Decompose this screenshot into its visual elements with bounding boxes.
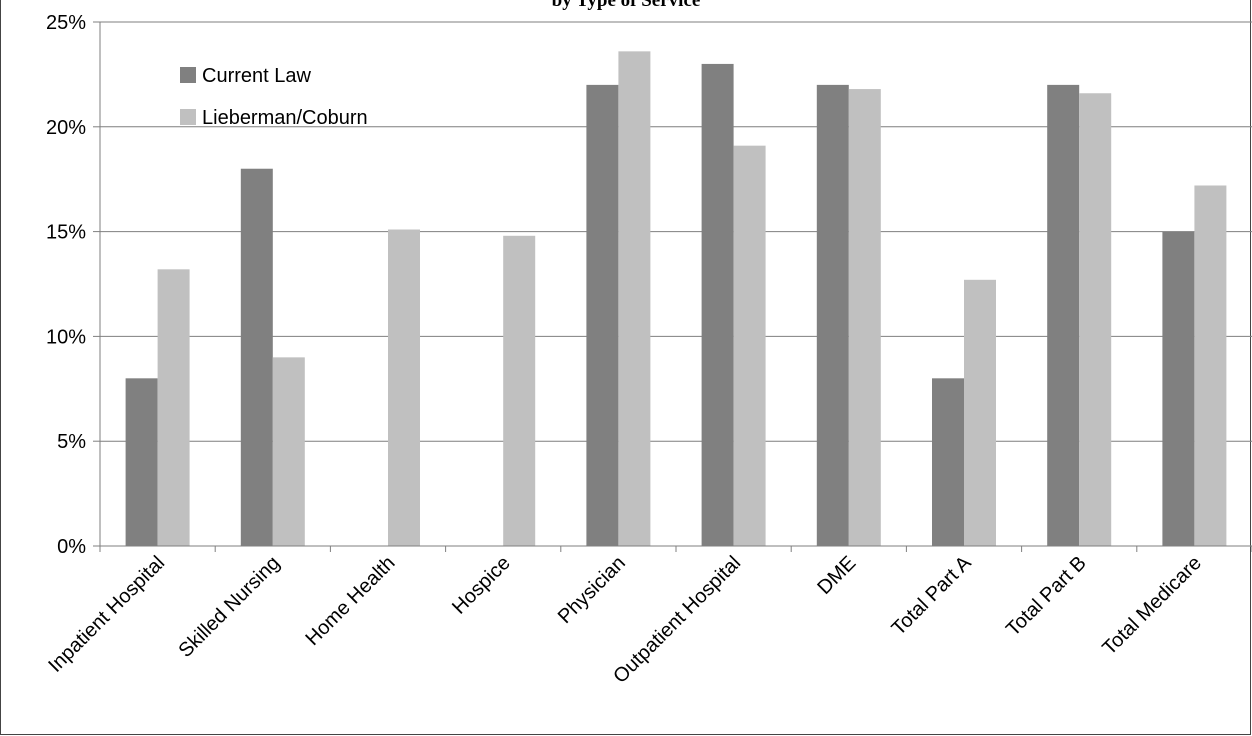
x-tick-label: Home Health: [301, 552, 399, 650]
x-tick-label: DME: [813, 552, 860, 599]
x-tick-labels: Inpatient Hospital Skilled Nursing Home He…: [44, 552, 1206, 688]
bar-current-law: [816, 84, 849, 546]
y-tick-label: 0%: [57, 536, 86, 558]
legend-label: Lieberman/Coburn: [202, 107, 368, 129]
bar-lieberman-coburn: [618, 51, 651, 547]
y-tick-label: 25%: [46, 12, 86, 34]
x-tick-label: Total Part A: [888, 552, 976, 640]
legend-swatch: [180, 109, 196, 125]
x-tick-label: Skilled Nursing: [174, 552, 284, 662]
chart-title: by Type of Service: [551, 0, 701, 11]
bar-lieberman-coburn: [388, 229, 420, 546]
bar-current-law: [1162, 231, 1195, 546]
x-tick-label: Outpatient Hospital: [609, 552, 745, 688]
bar-current-law: [701, 63, 734, 547]
bar-current-law: [1047, 84, 1080, 546]
bar-lieberman-coburn: [964, 279, 996, 546]
y-tick-label: 10%: [46, 326, 86, 348]
y-tick-label: 20%: [46, 117, 86, 139]
x-tick-label: Hospice: [448, 552, 515, 619]
axes: [99, 22, 1252, 552]
legend-swatch: [180, 67, 196, 83]
bar-current-law: [586, 84, 619, 546]
bar-lieberman-coburn: [1079, 93, 1112, 546]
x-tick-label: Total Medicare: [1098, 552, 1206, 660]
bar-lieberman-coburn: [733, 145, 766, 546]
y-tick-labels: 0% 5% 10% 15% 20% 25%: [46, 12, 86, 558]
bar-lieberman-coburn: [1194, 185, 1227, 546]
legend: Current Law Lieberman/Coburn: [180, 65, 368, 129]
y-tick-label: 5%: [57, 431, 86, 453]
x-tick-label: Total Part B: [1002, 552, 1091, 641]
bar-lieberman-coburn: [848, 89, 881, 547]
bar-lieberman-coburn: [272, 357, 305, 546]
bar-current-law: [932, 378, 964, 546]
bar-current-law: [125, 378, 158, 546]
x-tick-label: Physician: [554, 552, 630, 628]
bar-lieberman-coburn: [157, 269, 190, 546]
legend-label: Current Law: [202, 65, 311, 87]
bars: [125, 51, 1227, 547]
y-tick-label: 15%: [46, 222, 86, 244]
bar-lieberman-coburn: [503, 235, 536, 547]
x-tick-label: Inpatient Hospital: [44, 552, 169, 677]
bar-current-law: [240, 168, 273, 546]
